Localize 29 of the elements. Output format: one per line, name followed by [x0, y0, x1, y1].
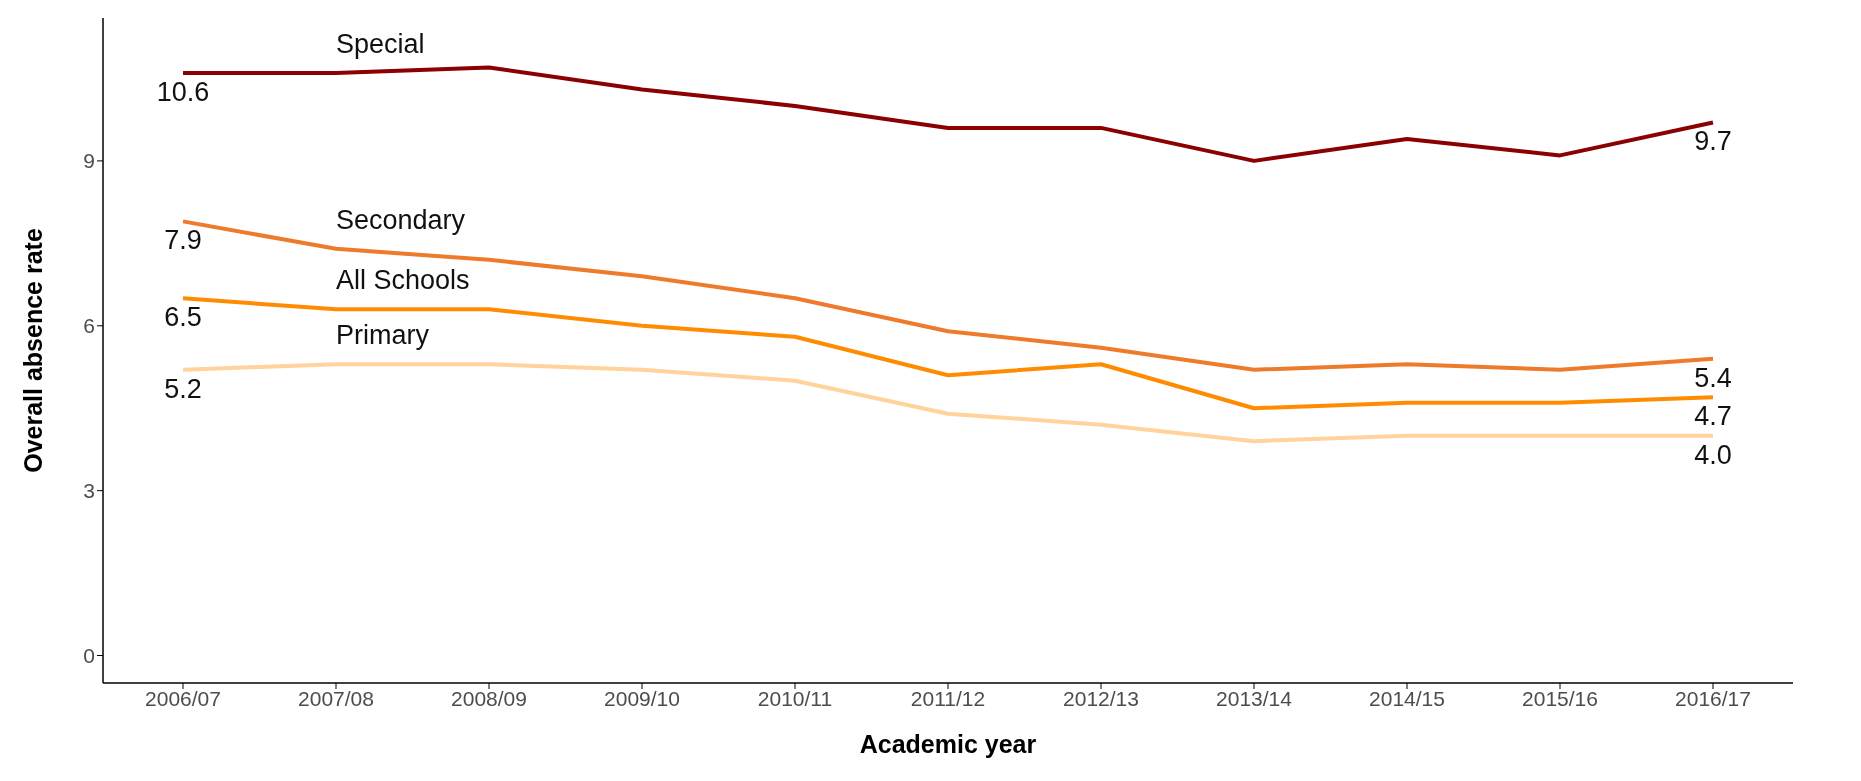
data-label: 6.5	[164, 302, 202, 333]
data-label: 9.7	[1694, 126, 1732, 157]
y-tick-label: 3	[83, 479, 95, 503]
x-tick-label: 2015/16	[1522, 686, 1598, 710]
x-tick-label: 2014/15	[1369, 686, 1445, 710]
x-tick-label: 2008/09	[451, 686, 527, 710]
x-tick-label: 2006/07	[145, 686, 221, 710]
data-label: 4.0	[1694, 439, 1732, 470]
series-label: Primary	[336, 320, 430, 351]
series-label: Secondary	[336, 204, 466, 235]
y-axis-title: Overall absence rate	[18, 228, 47, 473]
y-tick-label: 0	[83, 643, 95, 667]
x-tick-label: 2012/13	[1063, 686, 1139, 710]
x-tick-label: 2016/17	[1675, 686, 1751, 710]
data-label: 4.7	[1694, 401, 1732, 432]
series-label: Special	[336, 28, 425, 59]
data-label: 10.6	[156, 76, 210, 107]
data-label: 5.4	[1694, 362, 1732, 393]
x-tick-label: 2010/11	[757, 686, 833, 710]
series-label: All Schools	[336, 265, 470, 296]
y-tick-label: 9	[83, 149, 95, 173]
x-axis-title: Academic year	[859, 730, 1037, 758]
data-label: 5.2	[164, 373, 202, 404]
data-label: 7.9	[164, 225, 202, 256]
y-tick-label: 6	[83, 314, 95, 338]
x-tick-label: 2011/12	[910, 686, 986, 710]
x-tick-label: 2009/10	[604, 686, 680, 710]
x-tick-label: 2007/08	[298, 686, 374, 710]
x-tick-label: 2013/14	[1216, 686, 1293, 710]
